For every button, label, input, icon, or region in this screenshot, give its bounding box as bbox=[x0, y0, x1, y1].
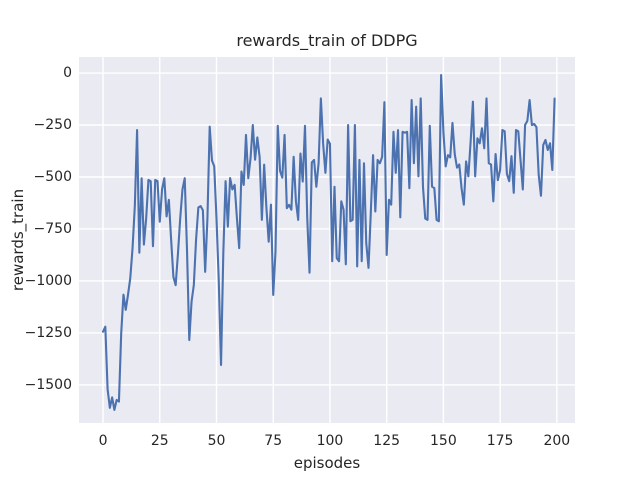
chart-title: rewards_train of DDPG bbox=[236, 31, 418, 50]
x-axis-label: episodes bbox=[293, 454, 361, 472]
x-tick-label: 150 bbox=[430, 433, 457, 449]
y-tick-label: −1500 bbox=[24, 376, 72, 393]
series-line-rewards_train bbox=[101, 74, 556, 411]
y-axis-label: rewards_train bbox=[9, 188, 27, 292]
y-tick-label: −500 bbox=[33, 168, 72, 185]
y-tick-label: 0 bbox=[63, 65, 72, 81]
x-tick-label: 25 bbox=[150, 433, 169, 449]
y-tick-label: −750 bbox=[33, 220, 72, 237]
x-tick-label: 100 bbox=[316, 433, 344, 449]
y-tick-label: −1250 bbox=[24, 324, 72, 341]
x-tick-label: 125 bbox=[373, 433, 401, 449]
x-tick-label: 75 bbox=[264, 433, 283, 449]
plot-area bbox=[79, 57, 575, 423]
x-tick-label: 50 bbox=[207, 433, 226, 449]
x-tick-label: 0 bbox=[98, 433, 108, 449]
y-tick-label: −250 bbox=[33, 117, 72, 133]
x-tick-label: 200 bbox=[543, 433, 571, 449]
x-tick-label: 175 bbox=[486, 433, 514, 449]
line-chart-canvas bbox=[79, 57, 575, 423]
y-tick-label: −1000 bbox=[24, 272, 72, 289]
